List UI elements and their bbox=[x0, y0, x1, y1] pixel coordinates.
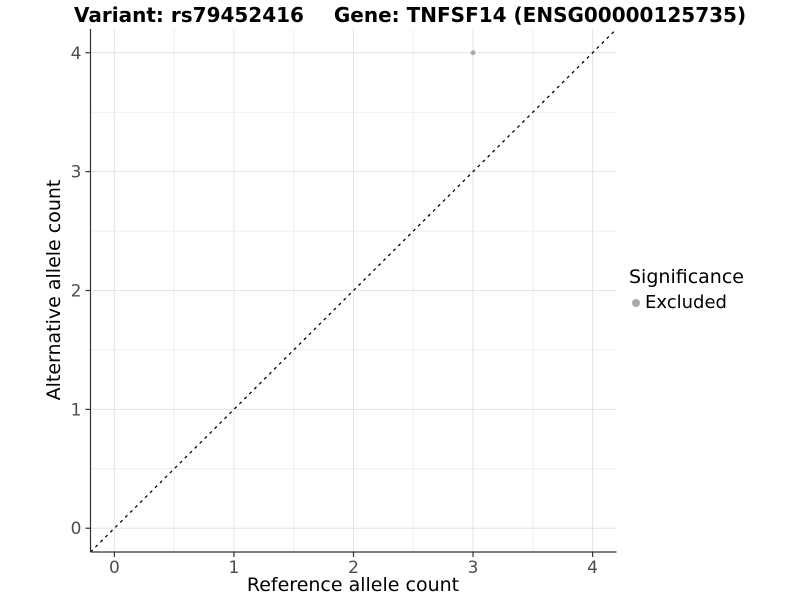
y-tick-label: 4 bbox=[71, 44, 82, 64]
x-axis-label: Reference allele count bbox=[246, 574, 460, 596]
legend-title: Significance bbox=[629, 266, 744, 288]
data-point bbox=[470, 50, 476, 56]
x-tick-label: 0 bbox=[109, 558, 120, 578]
x-tick-label: 4 bbox=[587, 558, 598, 578]
x-tick-label: 2 bbox=[348, 558, 359, 578]
plot-title-gene: Gene: TNFSF14 (ENSG00000125735) bbox=[333, 3, 747, 27]
plot-title-variant: Variant: rs79452416 bbox=[74, 3, 304, 27]
legend-item-label: Excluded bbox=[645, 292, 727, 313]
y-tick-label: 2 bbox=[71, 282, 82, 302]
identity-dashed-line bbox=[90, 28, 617, 553]
legend-point-icon bbox=[632, 298, 640, 307]
y-tick-label: 1 bbox=[71, 400, 82, 420]
legend: Significance Excluded bbox=[629, 266, 744, 313]
y-tick-label: 0 bbox=[71, 519, 82, 539]
y-tick-label: 3 bbox=[71, 163, 82, 183]
legend-item-excluded: Excluded bbox=[629, 292, 744, 313]
y-axis-label: Alternative allele count bbox=[43, 179, 65, 401]
x-tick-label: 1 bbox=[229, 558, 240, 578]
x-tick-label: 3 bbox=[468, 558, 479, 578]
